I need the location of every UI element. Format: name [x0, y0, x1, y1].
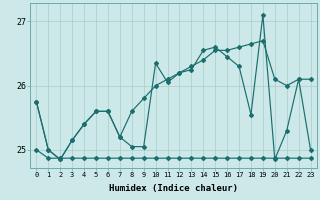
X-axis label: Humidex (Indice chaleur): Humidex (Indice chaleur): [109, 184, 238, 193]
